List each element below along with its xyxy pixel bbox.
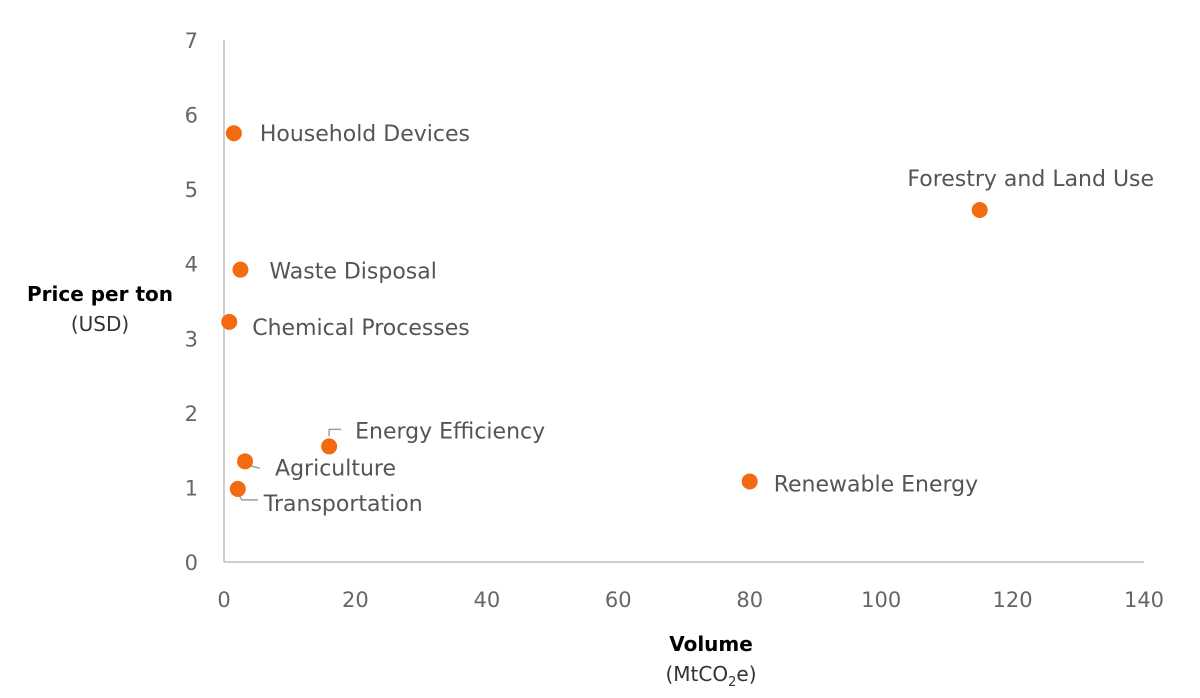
point-label: Waste Disposal (269, 260, 436, 285)
y-tick-label: 5 (185, 178, 198, 202)
x-tick-label: 20 (342, 588, 369, 612)
point-label: Energy Efficiency (355, 419, 545, 444)
point-label: Forestry and Land Use (907, 167, 1154, 192)
x-axis-unit-suffix: e) (736, 662, 757, 686)
point-label: Chemical Processes (252, 316, 470, 341)
x-tick-label: 60 (605, 588, 632, 612)
x-tick-label: 120 (993, 588, 1033, 612)
y-tick-labels: 0 1 2 3 4 5 6 7 (185, 29, 198, 575)
point-label: Transportation (263, 492, 423, 517)
x-axis-title: Volume (MtCO2e) (666, 632, 757, 690)
x-axis-unit-subscript: 2 (728, 675, 737, 690)
x-tick-labels: 0 20 40 60 80 100 120 140 (217, 588, 1164, 612)
data-point (229, 480, 246, 497)
x-tick-label: 140 (1124, 588, 1164, 612)
x-tick-label: 100 (861, 588, 901, 612)
y-tick-label: 4 (185, 253, 198, 277)
data-point (232, 261, 249, 278)
y-axis-label: Price per ton (26, 282, 173, 306)
y-axis-unit: (USD) (70, 312, 130, 336)
y-tick-label: 0 (185, 551, 198, 575)
point-label: Renewable Energy (774, 472, 978, 497)
y-tick-label: 7 (185, 29, 198, 53)
data-point (741, 473, 758, 490)
y-tick-label: 1 (185, 476, 198, 500)
x-tick-label: 0 (217, 588, 230, 612)
data-point (221, 313, 238, 330)
x-axis-unit: (MtCO2e) (666, 662, 757, 690)
data-points (221, 125, 988, 497)
point-label: Household Devices (260, 122, 470, 147)
point-labels: Household Devices Forestry and Land Use Wa… (252, 122, 1154, 517)
data-point (237, 453, 254, 470)
leader-line (328, 428, 342, 437)
data-point (971, 202, 988, 219)
data-point (225, 125, 242, 142)
point-label: Agriculture (275, 456, 396, 481)
x-tick-label: 40 (473, 588, 500, 612)
y-axis-title: Price per ton (USD) (27, 282, 173, 336)
y-tick-label: 3 (185, 327, 198, 351)
x-axis-unit-prefix: (MtCO (665, 662, 729, 686)
x-axis-label: Volume (669, 632, 753, 656)
axes (223, 40, 1144, 563)
data-point (321, 438, 338, 455)
y-tick-label: 2 (185, 402, 198, 426)
y-tick-label: 6 (185, 104, 198, 128)
x-tick-label: 80 (736, 588, 763, 612)
